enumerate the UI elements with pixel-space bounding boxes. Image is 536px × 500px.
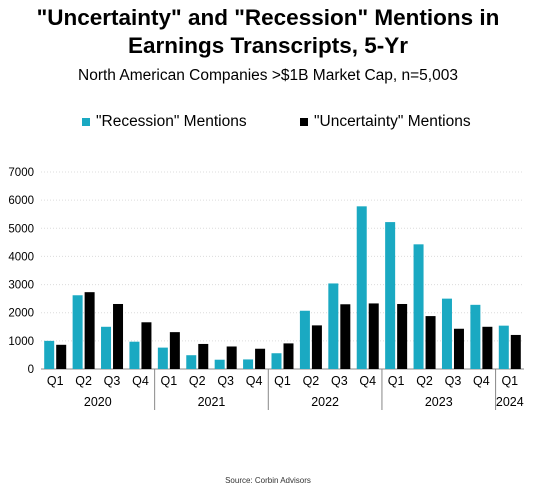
bar-uncertainty — [56, 344, 67, 369]
x-tick-label: Q4 — [246, 374, 263, 388]
y-tick-label: 7000 — [8, 167, 34, 179]
y-tick-label: 3000 — [8, 280, 34, 292]
bar-recession — [498, 325, 509, 369]
x-tick-label: Q4 — [359, 374, 376, 388]
bar-uncertainty — [397, 303, 408, 369]
x-tick-label: Q1 — [274, 374, 291, 388]
bar-uncertainty — [482, 326, 493, 369]
bar-recession — [72, 295, 83, 369]
y-tick-label: 0 — [28, 364, 34, 376]
x-tick-label: Q1 — [161, 374, 178, 388]
bar-recession — [44, 340, 55, 369]
x-tick-label: Q1 — [388, 374, 405, 388]
bar-recession — [271, 353, 282, 369]
x-tick-label: Q2 — [75, 374, 92, 388]
chart-plot: 0 1000 2000 3000 4000 5000 6000 7000 Q1 Q2 Q3 Q4 Q1 Q… — [8, 167, 524, 410]
bar-uncertainty — [425, 316, 436, 369]
bar-recession — [356, 206, 367, 369]
legend-item-recession: "Recession" Mentions — [82, 113, 247, 131]
x-year-label: 2020 — [84, 395, 112, 409]
chart-title-line-1: "Uncertainty" and "Recession" Mentions i… — [36, 5, 500, 30]
bar-recession — [186, 355, 197, 369]
x-tick-label: Q3 — [445, 374, 462, 388]
x-tick-label: Q4 — [473, 374, 490, 388]
chart-legend: "Recession" Mentions "Uncertainty" Menti… — [0, 113, 536, 135]
bar-uncertainty — [141, 322, 152, 369]
bar-recession — [157, 347, 168, 369]
bar-uncertainty — [113, 303, 124, 369]
bar-recession — [413, 244, 424, 369]
source-note: Source: Corbin Advisors — [225, 476, 311, 485]
x-year-label: 2022 — [311, 395, 339, 409]
y-tick-label: 4000 — [8, 251, 34, 263]
x-tick-label: Q3 — [217, 374, 234, 388]
y-tick-label: 2000 — [8, 308, 34, 320]
bar-recession — [299, 310, 310, 369]
bar-recession — [243, 359, 254, 369]
x-tick-label: Q3 — [331, 374, 348, 388]
x-tick-label: Q1 — [501, 374, 518, 388]
bar-uncertainty — [198, 343, 209, 369]
legend-item-uncertainty: "Uncertainty" Mentions — [300, 113, 471, 131]
bar-uncertainty — [340, 304, 351, 369]
bar-recession — [470, 304, 481, 369]
bar-uncertainty — [84, 292, 95, 369]
bar-uncertainty — [169, 332, 180, 369]
bar-uncertainty — [368, 303, 379, 369]
legend-label-recession: "Recession" Mentions — [96, 113, 247, 130]
y-tick-label: 6000 — [8, 195, 34, 207]
bar-recession — [214, 359, 225, 369]
x-tick-label: Q1 — [47, 374, 64, 388]
legend-swatch-uncertainty — [300, 118, 308, 126]
x-tick-label: Q2 — [416, 374, 433, 388]
bar-uncertainty — [453, 328, 464, 369]
bar-recession — [441, 298, 452, 369]
y-tick-label: 5000 — [8, 223, 34, 235]
bar-uncertainty — [510, 334, 521, 369]
chart-title: "Uncertainty" and "Recession" Mentions i… — [0, 4, 536, 60]
chart-subtitle: North American Companies >$1B Market Cap… — [78, 67, 458, 84]
bar-recession — [328, 283, 339, 369]
bar-uncertainty — [226, 346, 237, 369]
bar-uncertainty — [255, 348, 266, 369]
x-tick-label: Q4 — [132, 374, 149, 388]
chart-title-line-2: Earnings Transcripts, 5-Yr — [127, 33, 409, 58]
x-tick-label: Q2 — [189, 374, 206, 388]
y-tick-label: 1000 — [8, 336, 34, 348]
legend-label-uncertainty: "Uncertainty" Mentions — [314, 113, 471, 130]
x-tick-label: Q3 — [104, 374, 121, 388]
x-tick-label: Q2 — [303, 374, 320, 388]
x-year-label: 2023 — [425, 395, 453, 409]
legend-swatch-recession — [82, 118, 90, 126]
x-year-label: 2021 — [198, 395, 226, 409]
bar-uncertainty — [311, 325, 322, 369]
x-year-label: 2024 — [496, 395, 524, 409]
bar-uncertainty — [283, 343, 294, 369]
bar-recession — [101, 326, 112, 369]
bar-recession — [385, 222, 396, 369]
bar-recession — [129, 341, 140, 369]
